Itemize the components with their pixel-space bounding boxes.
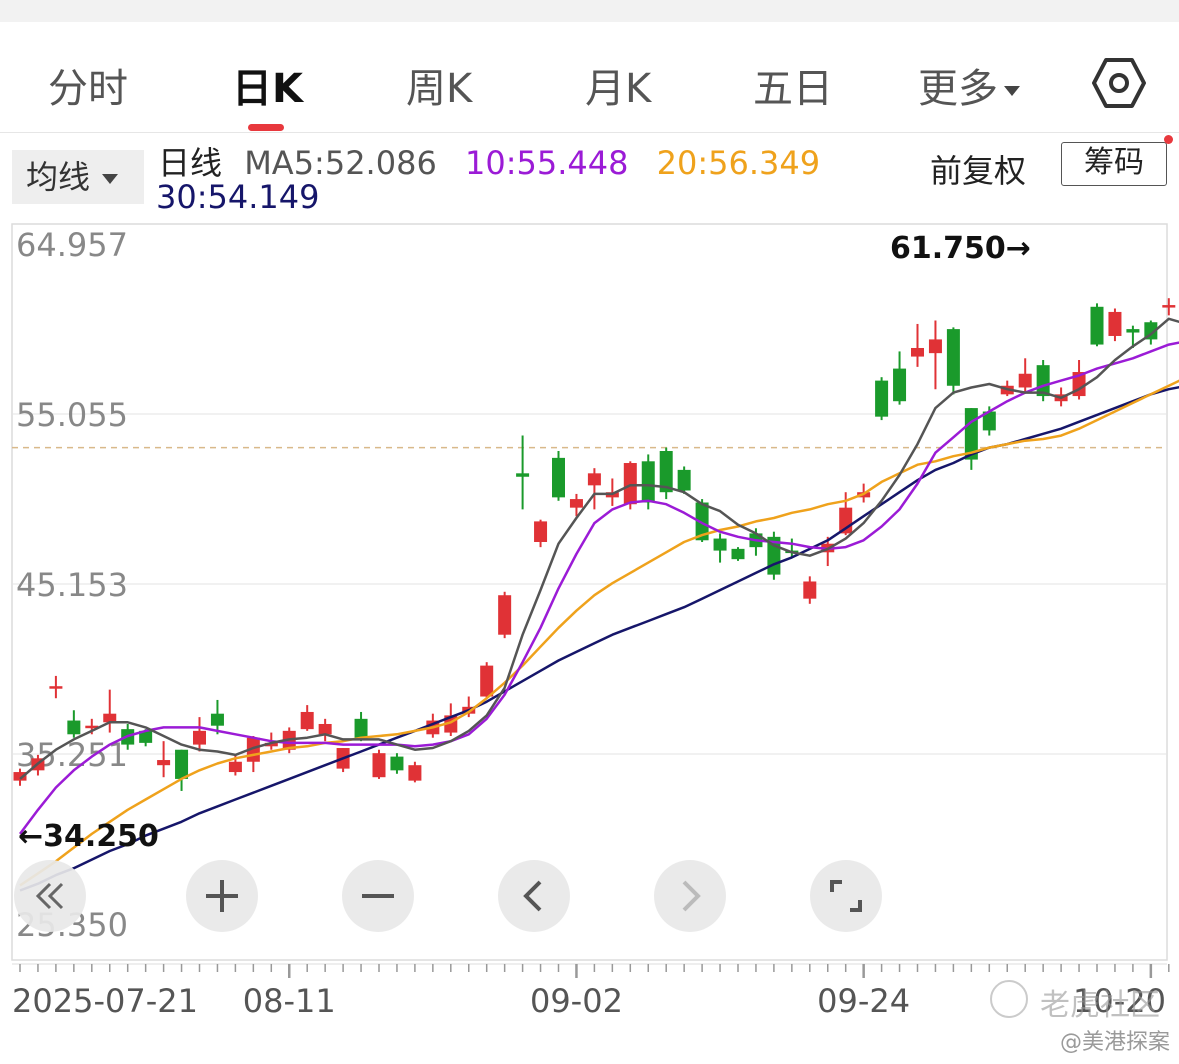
fit-screen-icon[interactable]: [810, 860, 882, 932]
candle-body: [354, 718, 368, 738]
y-tick-label: 64.957: [16, 226, 128, 264]
candle-body: [480, 665, 494, 697]
kline-chart[interactable]: 64.95755.05545.15335.25125.35061.750→←34…: [0, 210, 1179, 1064]
candle-body: [695, 502, 709, 541]
candle-body: [731, 548, 745, 560]
candle-body: [372, 753, 386, 778]
notification-dot: [1164, 135, 1173, 144]
candle-body: [587, 473, 601, 486]
x-tick-label: 09-24: [817, 982, 910, 1020]
y-tick-label: 45.153: [16, 566, 128, 604]
ma-legend-row2: 30:54.149: [156, 178, 319, 216]
candle-body: [157, 760, 171, 766]
plus-icon[interactable]: [186, 860, 258, 932]
candle-body: [713, 538, 727, 551]
candle-body: [49, 686, 63, 689]
ma30-line: [19, 386, 1179, 892]
candle-body: [1018, 373, 1032, 388]
candle-body: [85, 725, 99, 729]
header-divider: [0, 132, 1179, 133]
chart-frame: [11, 223, 1168, 961]
ma20-line: [19, 379, 1179, 887]
candle-body: [390, 756, 404, 771]
candle-body: [1108, 311, 1122, 336]
ma30-value: 30:54.149: [156, 178, 320, 216]
watermark-author: @美港探案: [1060, 1030, 1171, 1055]
candle-body: [318, 723, 332, 735]
max-price-annotation: 61.750→: [890, 231, 1031, 266]
candle-body: [677, 469, 691, 491]
candle-body: [875, 380, 889, 417]
candle-body: [193, 730, 206, 745]
candle-body: [552, 457, 565, 498]
candle-body: [498, 595, 512, 635]
candle-body: [228, 761, 242, 773]
ma10-line: [18, 341, 1179, 835]
ma5-line: [19, 317, 1179, 780]
minus-icon[interactable]: [342, 860, 414, 932]
candle-body: [300, 711, 314, 730]
candle-body: [569, 499, 583, 508]
double-chevron-left-icon[interactable]: [14, 860, 86, 932]
ma-legend-row1: 日线 MA5:52.086 10:55.448 20:56.349: [158, 138, 820, 184]
candle-body: [534, 521, 548, 542]
candle-body: [641, 461, 655, 503]
candle-body: [1162, 305, 1176, 308]
candle-body: [210, 713, 224, 726]
candle-body: [623, 463, 637, 505]
candle-body: [911, 347, 924, 357]
candle-body: [659, 451, 673, 493]
x-tick-label: 2025-07-21: [12, 982, 198, 1020]
tab-weekly-k[interactable]: 周K: [406, 66, 473, 112]
ma-selector[interactable]: 均线: [12, 150, 144, 204]
candle-body: [1090, 306, 1104, 345]
candle-body: [982, 411, 996, 431]
tab-five-day[interactable]: 五日: [753, 66, 833, 112]
candle-body: [13, 772, 27, 781]
top-strip: [0, 0, 1179, 22]
candle-body: [893, 368, 907, 402]
watermark-community: 老虎社区: [1040, 988, 1160, 1023]
ma10-value: 10:55.448: [464, 144, 629, 182]
candle-body: [408, 765, 422, 781]
chips-button[interactable]: 筹码: [1061, 142, 1167, 186]
ma-prefix: 日线: [158, 144, 223, 182]
candle-body: [803, 581, 817, 599]
chevron-right-icon[interactable]: [654, 860, 726, 932]
hexagon-gear-icon[interactable]: [1092, 56, 1146, 110]
watermark-logo-icon: [990, 980, 1028, 1018]
chevron-left-icon[interactable]: [498, 860, 570, 932]
ma20-value: 20:56.349: [656, 144, 821, 182]
candle-body: [1126, 329, 1140, 333]
candle-body: [139, 730, 153, 743]
tab-intraday[interactable]: 分时: [48, 66, 128, 112]
tab-more[interactable]: 更多: [918, 56, 1020, 114]
candle-body: [175, 749, 189, 779]
candle-body: [103, 713, 117, 723]
x-tick-label: 08-11: [243, 982, 336, 1020]
candle-body: [264, 742, 278, 747]
active-tab-indicator: [248, 124, 284, 131]
min-price-annotation: ←34.250: [18, 819, 159, 854]
x-tick-label: 09-02: [530, 982, 623, 1020]
period-tabs: 分时 日K 周K 月K 五日 更多: [0, 30, 1179, 130]
ma5-value: MA5:52.086: [244, 144, 437, 182]
caret-down-icon: [102, 174, 119, 184]
candle-body: [516, 473, 530, 477]
tab-monthly-k[interactable]: 月K: [585, 66, 652, 112]
tab-daily-k[interactable]: 日K: [232, 66, 303, 112]
x-tick-label: 10-20: [1073, 982, 1166, 1020]
adjust-mode[interactable]: 前复权: [930, 152, 1027, 190]
candle-body: [67, 720, 81, 735]
caret-down-icon: [1004, 86, 1020, 96]
candle-body: [946, 329, 960, 386]
y-tick-label: 55.055: [16, 396, 128, 434]
candle-body: [928, 339, 942, 354]
